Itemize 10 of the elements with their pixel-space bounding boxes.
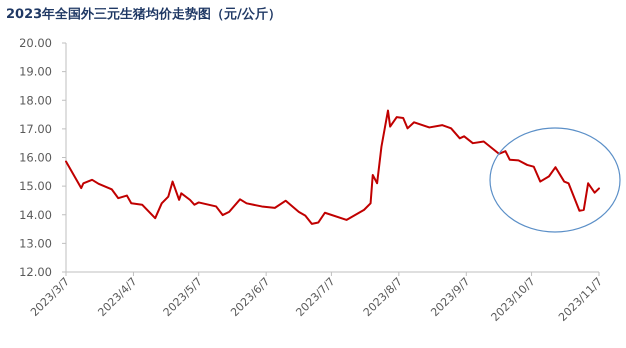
chart-title: 2023年全国外三元生猪均价走势图（元/公斤）	[6, 6, 281, 22]
y-tick-label: 12.00	[19, 265, 52, 279]
y-tick-label: 15.00	[19, 179, 52, 194]
y-tick-label: 20.00	[19, 36, 52, 50]
y-tick-label: 17.00	[19, 122, 52, 136]
y-tick-label: 19.00	[19, 64, 52, 79]
y-tick-label: 18.00	[19, 93, 52, 108]
y-tick-label: 14.00	[19, 208, 52, 222]
y-tick-label: 13.00	[19, 236, 52, 250]
y-tick-label: 16.00	[19, 150, 52, 164]
